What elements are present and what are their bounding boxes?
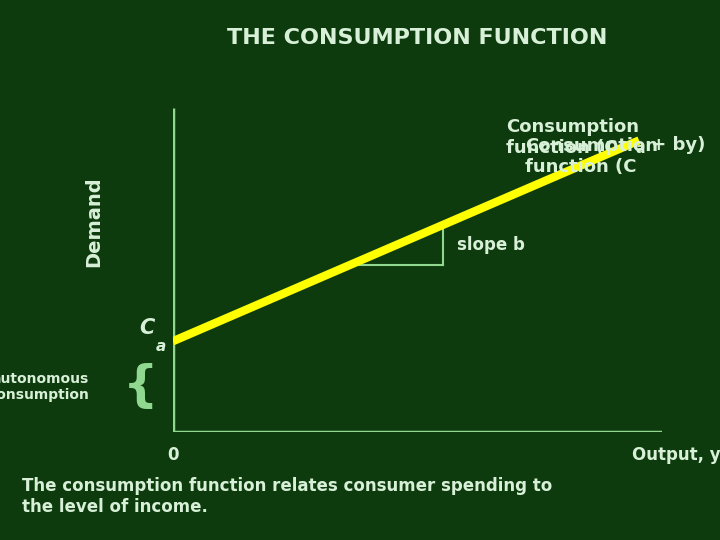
Text: autonomous
consumption: autonomous consumption: [0, 372, 89, 402]
Text: + by): + by): [645, 136, 706, 153]
Text: The consumption function relates consumer spending to
the level of income.: The consumption function relates consume…: [22, 477, 552, 516]
Text: a: a: [636, 142, 645, 156]
Text: Demand: Demand: [84, 176, 103, 267]
Text: {: {: [122, 363, 158, 410]
Text: Output, y: Output, y: [632, 446, 720, 464]
Text: C: C: [139, 318, 154, 338]
Text: THE CONSUMPTION FUNCTION: THE CONSUMPTION FUNCTION: [228, 28, 608, 48]
Text: slope b: slope b: [457, 236, 525, 254]
Text: Consumption
function (C: Consumption function (C: [526, 137, 658, 176]
Text: a: a: [156, 339, 166, 354]
Text: 0: 0: [167, 446, 179, 464]
Text: Consumption
function (C: Consumption function (C: [505, 118, 639, 157]
